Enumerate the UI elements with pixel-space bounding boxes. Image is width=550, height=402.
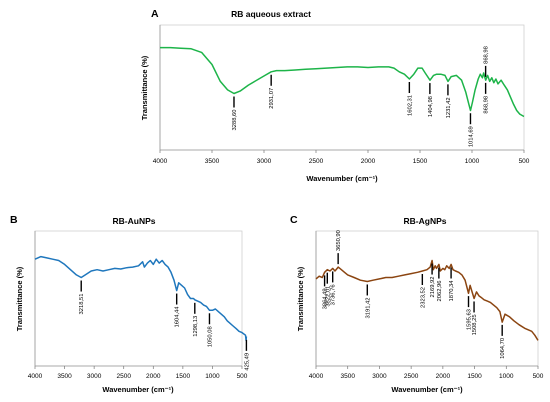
panel-letter: B: [10, 214, 18, 226]
chart-title: RB aqueous extract: [231, 9, 311, 19]
peak-label: 1298,13: [193, 316, 199, 337]
x-tick-label: 3000: [257, 158, 272, 165]
x-tick-label: 2500: [116, 373, 131, 380]
x-tick-label: 3500: [57, 373, 72, 380]
x-axis-label: Wavenumber (cm⁻¹): [391, 385, 463, 394]
x-tick-label: 1500: [413, 158, 428, 165]
peak-label: 1870,34: [449, 280, 455, 302]
x-tick-label: 1500: [467, 373, 482, 380]
x-tick-label: 3000: [87, 373, 102, 380]
x-tick-label: 4000: [153, 158, 168, 165]
x-tick-label: 3500: [205, 158, 220, 165]
peak-label: 3864,49: [323, 288, 329, 309]
x-tick-label: 1000: [499, 373, 514, 380]
y-axis-label: Transmittance (%): [15, 266, 24, 331]
x-tick-label: 2000: [361, 158, 376, 165]
peak-label: 2169,92: [430, 277, 436, 298]
spectrum-line: [34, 255, 248, 342]
peak-label: 1014,69: [469, 126, 475, 147]
peak-label: 1064,70: [500, 338, 506, 359]
peak-label: 3736,76: [331, 284, 337, 305]
peak-label: 2062,96: [437, 281, 443, 302]
x-tick-label: 3500: [340, 373, 355, 380]
chart-panel-c: C RB-AgNPs Transmittance (%) 4000 3500 300…: [290, 214, 544, 394]
x-ticks: 4000 3500 3000 2500 2000 1500 1000 500: [28, 366, 248, 380]
y-axis-label: Transmittance (%): [140, 55, 149, 120]
y-axis-label: Transmittance (%): [296, 266, 305, 331]
chart-panel-b: B RB-AuNPs Transmittance (%) 4000 3500 300…: [10, 214, 250, 394]
peak-label: 3191,42: [365, 298, 371, 319]
x-axis-label: Wavenumber (cm⁻¹): [306, 174, 378, 183]
x-tick-label: 500: [533, 373, 544, 380]
peak-label: 3288,60: [232, 110, 238, 131]
x-tick-label: 2000: [146, 373, 161, 380]
peak-label: 1602,31: [407, 95, 413, 116]
peak-label: 1404,98: [428, 96, 434, 117]
spectrum-line: [315, 259, 539, 341]
peak-label: 2323,52: [420, 287, 426, 308]
chart-title: RB-AuNPs: [113, 216, 156, 226]
peak-label: 3218,51: [79, 294, 85, 315]
peak-label: 2931,07: [269, 88, 275, 109]
peak-label: 3822,01: [325, 286, 331, 307]
x-tick-label: 1000: [205, 373, 220, 380]
x-tick-label: 3000: [372, 373, 387, 380]
peak-label: 1508,25: [472, 314, 478, 335]
x-tick-label: 1500: [176, 373, 191, 380]
x-tick-label: 2500: [404, 373, 419, 380]
peak-label: 1604,44: [175, 306, 181, 328]
peak-label: 868,98: [484, 96, 490, 114]
peak-label: 1231,42: [446, 97, 452, 118]
x-tick-label: 1000: [465, 158, 480, 165]
peak-annotations: 3288,60 2931,07 1602,31 1404,98 1231,42 1014,…: [232, 46, 490, 147]
peak-annotations: 3218,51 1604,44 1298,13 1050,08 425,49: [79, 280, 250, 371]
x-tick-label: 2000: [436, 373, 451, 380]
peak-label: 868,98: [484, 46, 490, 64]
x-tick-label: 4000: [309, 373, 324, 380]
x-tick-label: 4000: [28, 373, 43, 380]
spectrum-line: [160, 46, 525, 118]
x-ticks: 4000 3500 3000 2500 2000 1500 1000 500: [309, 366, 544, 380]
x-tick-label: 500: [237, 373, 248, 380]
peak-label: 425,49: [244, 353, 250, 371]
peak-label: 1595,63: [467, 309, 473, 330]
chart-panel-a: A RB aqueous extract Transmittance (%) 4…: [140, 8, 530, 183]
panel-letter: C: [290, 214, 298, 226]
x-ticks: 4000 3500 3000 2500 2000 1500 1000 500: [153, 150, 530, 165]
panel-letter: A: [151, 8, 159, 20]
peak-label: 3650,90: [336, 230, 342, 251]
x-tick-label: 500: [519, 158, 530, 165]
x-tick-label: 2500: [309, 158, 324, 165]
peak-label: 1050,08: [208, 326, 214, 347]
chart-title: RB-AgNPs: [404, 216, 447, 226]
x-axis-label: Wavenumber (cm⁻¹): [102, 385, 174, 394]
